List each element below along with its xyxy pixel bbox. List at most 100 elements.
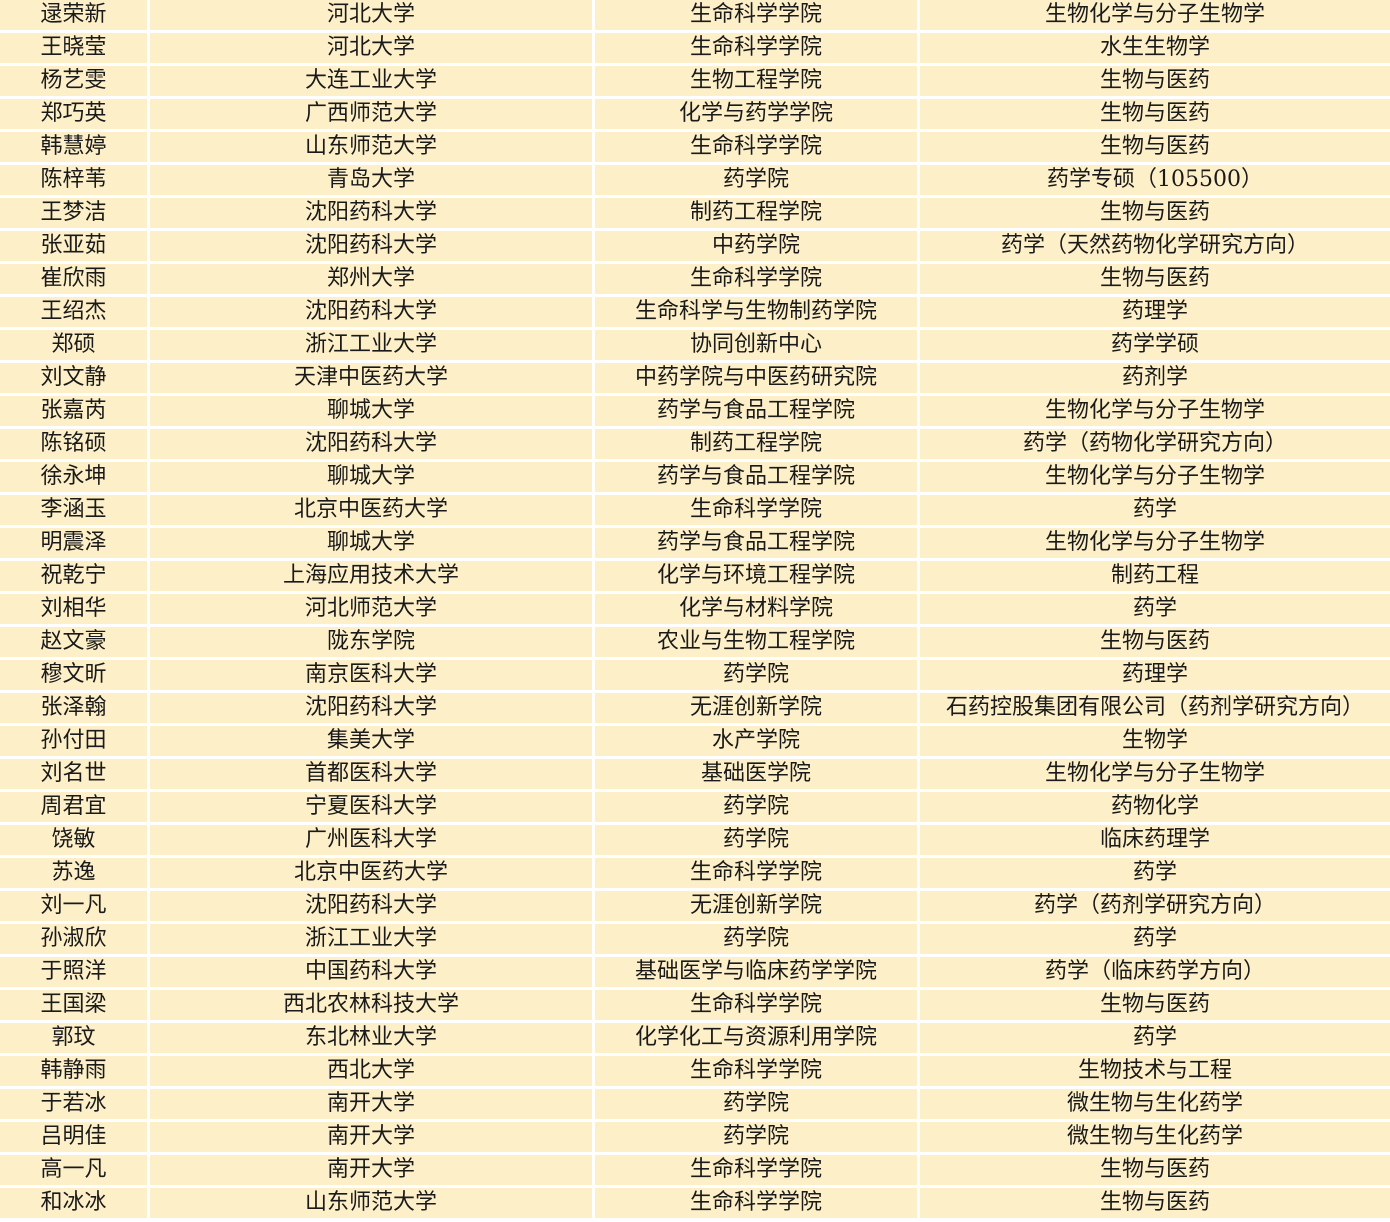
name-cell: 郑硕	[0, 330, 147, 360]
university-cell: 聊城大学	[150, 528, 592, 558]
university-cell: 广西师范大学	[150, 99, 592, 129]
college-cell: 生命科学学院	[595, 33, 917, 63]
college-cell: 药学院	[595, 1089, 917, 1119]
major-cell: 药物化学	[920, 792, 1390, 822]
major-cell: 生物化学与分子生物学	[920, 759, 1390, 789]
table-row: 刘一凡 沈阳药科大学 无涯创新学院 药学（药剂学研究方向）	[0, 891, 1390, 921]
name-cell: 吕明佳	[0, 1122, 147, 1152]
name-cell: 刘一凡	[0, 891, 147, 921]
university-cell: 聊城大学	[150, 396, 592, 426]
table-row: 王绍杰 沈阳药科大学 生命科学与生物制药学院 药理学	[0, 297, 1390, 327]
table-row: 穆文昕 南京医科大学 药学院 药理学	[0, 660, 1390, 690]
college-cell: 无涯创新学院	[595, 693, 917, 723]
major-cell: 药学	[920, 495, 1390, 525]
name-cell: 王梦洁	[0, 198, 147, 228]
name-cell: 饶敏	[0, 825, 147, 855]
table-row: 徐永坤 聊城大学 药学与食品工程学院 生物化学与分子生物学	[0, 462, 1390, 492]
college-cell: 药学院	[595, 792, 917, 822]
college-cell: 药学与食品工程学院	[595, 528, 917, 558]
name-cell: 王国梁	[0, 990, 147, 1020]
major-cell: 生物学	[920, 726, 1390, 756]
table-row: 和冰冰 山东师范大学 生命科学学院 生物与医药	[0, 1188, 1390, 1218]
major-cell: 生物化学与分子生物学	[920, 462, 1390, 492]
table-row: 祝乾宁 上海应用技术大学 化学与环境工程学院 制药工程	[0, 561, 1390, 591]
college-cell: 生命科学学院	[595, 264, 917, 294]
college-cell: 中药学院	[595, 231, 917, 261]
university-cell: 南开大学	[150, 1122, 592, 1152]
table-row: 王晓莹 河北大学 生命科学学院 水生生物学	[0, 33, 1390, 63]
table-row: 郭玟 东北林业大学 化学化工与资源利用学院 药学	[0, 1023, 1390, 1053]
university-cell: 河北大学	[150, 33, 592, 63]
university-cell: 聊城大学	[150, 462, 592, 492]
university-cell: 首都医科大学	[150, 759, 592, 789]
table-row: 张泽翰 沈阳药科大学 无涯创新学院 石药控股集团有限公司（药剂学研究方向）	[0, 693, 1390, 723]
university-cell: 陇东学院	[150, 627, 592, 657]
university-cell: 北京中医药大学	[150, 495, 592, 525]
university-cell: 大连工业大学	[150, 66, 592, 96]
name-cell: 刘名世	[0, 759, 147, 789]
major-cell: 微生物与生化药学	[920, 1089, 1390, 1119]
major-cell: 水生生物学	[920, 33, 1390, 63]
college-cell: 协同创新中心	[595, 330, 917, 360]
university-cell: 南开大学	[150, 1089, 592, 1119]
name-cell: 刘相华	[0, 594, 147, 624]
college-cell: 生命科学学院	[595, 495, 917, 525]
table-row: 苏逸 北京中医药大学 生命科学学院 药学	[0, 858, 1390, 888]
name-cell: 韩慧婷	[0, 132, 147, 162]
table-row: 刘相华 河北师范大学 化学与材料学院 药学	[0, 594, 1390, 624]
name-cell: 孙淑欣	[0, 924, 147, 954]
college-cell: 生命科学与生物制药学院	[595, 297, 917, 327]
college-cell: 药学院	[595, 1122, 917, 1152]
major-cell: 生物化学与分子生物学	[920, 528, 1390, 558]
table-row: 王国梁 西北农林科技大学 生命科学学院 生物与医药	[0, 990, 1390, 1020]
name-cell: 周君宜	[0, 792, 147, 822]
name-cell: 杨艺雯	[0, 66, 147, 96]
college-cell: 生命科学学院	[595, 990, 917, 1020]
major-cell: 石药控股集团有限公司（药剂学研究方向）	[920, 693, 1390, 723]
name-cell: 祝乾宁	[0, 561, 147, 591]
university-cell: 山东师范大学	[150, 1188, 592, 1218]
table-row: 逯荣新 河北大学 生命科学学院 生物化学与分子生物学	[0, 0, 1390, 30]
table-row: 高一凡 南开大学 生命科学学院 生物与医药	[0, 1155, 1390, 1185]
university-cell: 中国药科大学	[150, 957, 592, 987]
university-cell: 南京医科大学	[150, 660, 592, 690]
college-cell: 水产学院	[595, 726, 917, 756]
university-cell: 西北农林科技大学	[150, 990, 592, 1020]
university-cell: 沈阳药科大学	[150, 429, 592, 459]
table-row: 王梦洁 沈阳药科大学 制药工程学院 生物与医药	[0, 198, 1390, 228]
college-cell: 生命科学学院	[595, 858, 917, 888]
college-cell: 化学与药学学院	[595, 99, 917, 129]
college-cell: 药学院	[595, 165, 917, 195]
university-cell: 上海应用技术大学	[150, 561, 592, 591]
college-cell: 药学与食品工程学院	[595, 462, 917, 492]
table-row: 孙付田 集美大学 水产学院 生物学	[0, 726, 1390, 756]
name-cell: 王晓莹	[0, 33, 147, 63]
table-row: 吕明佳 南开大学 药学院 微生物与生化药学	[0, 1122, 1390, 1152]
name-cell: 崔欣雨	[0, 264, 147, 294]
name-cell: 陈铭硕	[0, 429, 147, 459]
college-cell: 生命科学学院	[595, 1188, 917, 1218]
table-row: 于若冰 南开大学 药学院 微生物与生化药学	[0, 1089, 1390, 1119]
table-row: 赵文豪 陇东学院 农业与生物工程学院 生物与医药	[0, 627, 1390, 657]
major-cell: 药学	[920, 1023, 1390, 1053]
major-cell: 药学	[920, 924, 1390, 954]
table-row: 张嘉芮 聊城大学 药学与食品工程学院 生物化学与分子生物学	[0, 396, 1390, 426]
major-cell: 药学（药剂学研究方向）	[920, 891, 1390, 921]
major-cell: 药学（临床药学方向）	[920, 957, 1390, 987]
major-cell: 药理学	[920, 297, 1390, 327]
university-cell: 广州医科大学	[150, 825, 592, 855]
major-cell: 药剂学	[920, 363, 1390, 393]
college-cell: 生命科学学院	[595, 132, 917, 162]
college-cell: 药学院	[595, 924, 917, 954]
university-cell: 沈阳药科大学	[150, 693, 592, 723]
major-cell: 生物与医药	[920, 99, 1390, 129]
major-cell: 药学	[920, 594, 1390, 624]
college-cell: 药学与食品工程学院	[595, 396, 917, 426]
university-cell: 河北大学	[150, 0, 592, 30]
university-cell: 南开大学	[150, 1155, 592, 1185]
college-cell: 中药学院与中医药研究院	[595, 363, 917, 393]
university-cell: 郑州大学	[150, 264, 592, 294]
table-row: 饶敏 广州医科大学 药学院 临床药理学	[0, 825, 1390, 855]
university-cell: 河北师范大学	[150, 594, 592, 624]
